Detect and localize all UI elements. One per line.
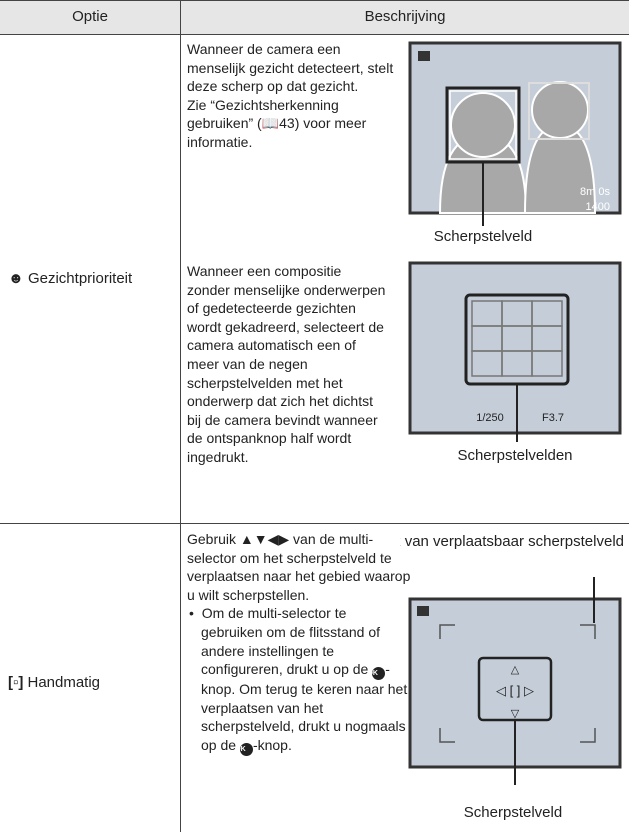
header-cell: Optie — [0, 0, 180, 34]
paragraph: Gebruik ▲▼◀▶ van de multi-selector om he… — [187, 531, 411, 603]
image-label: Scherpstelveld — [434, 228, 532, 245]
image-label: Scherpstelvelden — [457, 447, 572, 464]
text: Om de multi-selector te gebruiken om de … — [201, 605, 380, 678]
screen-text: F3.7 — [542, 412, 564, 424]
description: Wanneer de camera een menselijk gezicht … — [187, 40, 399, 152]
image-label: Bereik van verplaatsbaar scherpstelveld — [400, 533, 624, 550]
illustration: Bereik van verplaatsbaar scherpstelveld … — [400, 533, 624, 821]
svg-text:△: △ — [511, 664, 520, 676]
screen-text: 8m 0s — [580, 186, 610, 198]
bullet: • Om de multi-selector te gebruiken om d… — [187, 604, 411, 756]
option-text: Gezichtprioriteit — [27, 270, 133, 287]
header-cell: Beschrijving — [181, 0, 629, 34]
rule — [180, 0, 181, 832]
svg-text:◁ [ ] ▷: ◁ [ ] ▷ — [496, 683, 534, 698]
paragraph: Wanneer de camera een menselijk gezicht … — [187, 41, 394, 95]
rule — [0, 523, 629, 524]
screen-text: 1/250 — [476, 412, 504, 424]
svg-text:▽: ▽ — [511, 708, 520, 720]
rule — [0, 0, 629, 1]
option-text: Handmatig — [27, 674, 101, 691]
text: -knop. Om terug te keren naar het verpla… — [201, 661, 408, 753]
screen-text: 1400 — [586, 201, 610, 213]
description: Gebruik ▲▼◀▶ van de multi-selector om he… — [187, 530, 411, 756]
paragraph: Wanneer een compositie zonder menselijke… — [187, 263, 386, 465]
illustrations: 8m 0s 1400 Scherpstelveld 1/250 F3.7 Sch… — [408, 41, 622, 464]
rule — [0, 34, 629, 35]
description: Wanneer een compositie zonder menselijke… — [187, 262, 387, 467]
option: [▫] Handmatig — [8, 674, 101, 691]
text: -knop. — [252, 736, 292, 753]
image-label: Scherpstelveld — [464, 804, 562, 821]
text: Zie “Gezichtsherkenning gebruiken” ( — [187, 96, 339, 132]
paragraph: Zie “Gezichtsherkenning gebruiken” (📖43)… — [187, 96, 367, 150]
text: 43) voor meer informatie. — [187, 115, 367, 150]
option: ☻ Gezichtprioriteit — [8, 270, 133, 287]
